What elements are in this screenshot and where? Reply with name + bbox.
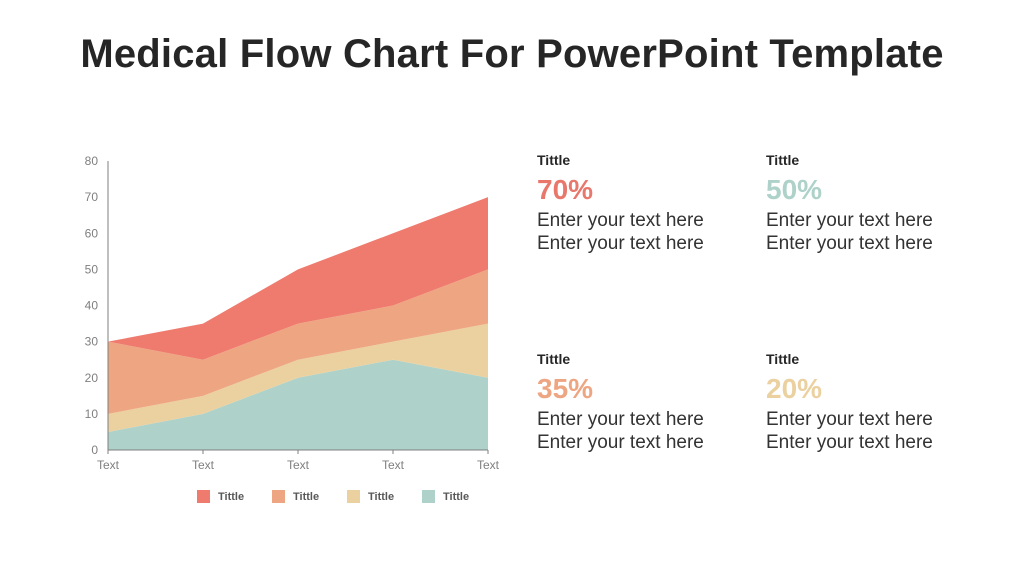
card-percentage: 70% bbox=[537, 174, 594, 205]
card-text: Enter your text here bbox=[766, 409, 933, 430]
x-tick-label: Text bbox=[287, 458, 310, 472]
legend-item: Tittle bbox=[422, 490, 497, 503]
card-text: Enter your text here bbox=[537, 233, 704, 254]
card-text: Enter your text here bbox=[766, 210, 933, 231]
y-tick-label: 0 bbox=[91, 443, 98, 457]
x-tick-label: Text bbox=[192, 458, 215, 472]
y-tick-label: 10 bbox=[85, 407, 99, 421]
x-tick-label: Text bbox=[477, 458, 500, 472]
card-text: Enter your text here bbox=[766, 432, 933, 453]
y-tick-label: 50 bbox=[85, 262, 99, 276]
card-percentage: 20% bbox=[766, 373, 823, 404]
card-percentage: 50% bbox=[766, 174, 823, 205]
area-series bbox=[108, 197, 488, 360]
stat-card-3: Tittle 35% Enter your text here Enter yo… bbox=[537, 351, 737, 454]
card-title: Tittle bbox=[766, 152, 800, 168]
legend-item: Tittle bbox=[272, 490, 347, 503]
y-tick-label: 40 bbox=[85, 299, 99, 313]
legend-swatch bbox=[272, 490, 285, 503]
legend-label: Tittle bbox=[218, 490, 245, 503]
card-title: Tittle bbox=[537, 351, 571, 367]
area-series bbox=[108, 359, 488, 450]
legend-label: Tittle bbox=[443, 490, 470, 503]
x-axis-ticks: Text Text Text Text Text bbox=[97, 450, 500, 472]
card-text: Enter your text here bbox=[537, 409, 704, 430]
card-text: Enter your text here bbox=[766, 233, 933, 254]
legend-item: Tittle bbox=[197, 490, 272, 503]
chart-legend: Tittle Tittle Tittle Tittle bbox=[197, 490, 497, 503]
y-tick-label: 60 bbox=[85, 226, 99, 240]
y-tick-label: 80 bbox=[85, 154, 99, 168]
legend-swatch bbox=[422, 490, 435, 503]
card-percentage: 35% bbox=[537, 373, 594, 404]
y-axis-ticks: 0 10 20 30 40 50 60 70 80 bbox=[85, 154, 99, 457]
legend-label: Tittle bbox=[368, 490, 395, 503]
x-tick-label: Text bbox=[382, 458, 405, 472]
legend-label: Tittle bbox=[293, 490, 320, 503]
stat-card-1: Tittle 70% Enter your text here Enter yo… bbox=[537, 152, 737, 255]
legend-item: Tittle bbox=[347, 490, 422, 503]
y-tick-label: 70 bbox=[85, 190, 99, 204]
card-title: Tittle bbox=[537, 152, 571, 168]
area-series bbox=[108, 323, 488, 432]
page-title: Medical Flow Chart For PowerPoint Templa… bbox=[80, 32, 944, 76]
card-text: Enter your text here bbox=[537, 210, 704, 231]
stat-card-4: Tittle 20% Enter your text here Enter yo… bbox=[766, 351, 966, 454]
stat-card-2: Tittle 50% Enter your text here Enter yo… bbox=[766, 152, 966, 255]
card-title: Tittle bbox=[766, 351, 800, 367]
x-tick-label: Text bbox=[97, 458, 120, 472]
y-tick-label: 30 bbox=[85, 335, 99, 349]
chart-areas bbox=[108, 197, 488, 450]
legend-swatch bbox=[197, 490, 210, 503]
card-text: Enter your text here bbox=[537, 432, 704, 453]
y-tick-label: 20 bbox=[85, 371, 99, 385]
legend-swatch bbox=[347, 490, 360, 503]
